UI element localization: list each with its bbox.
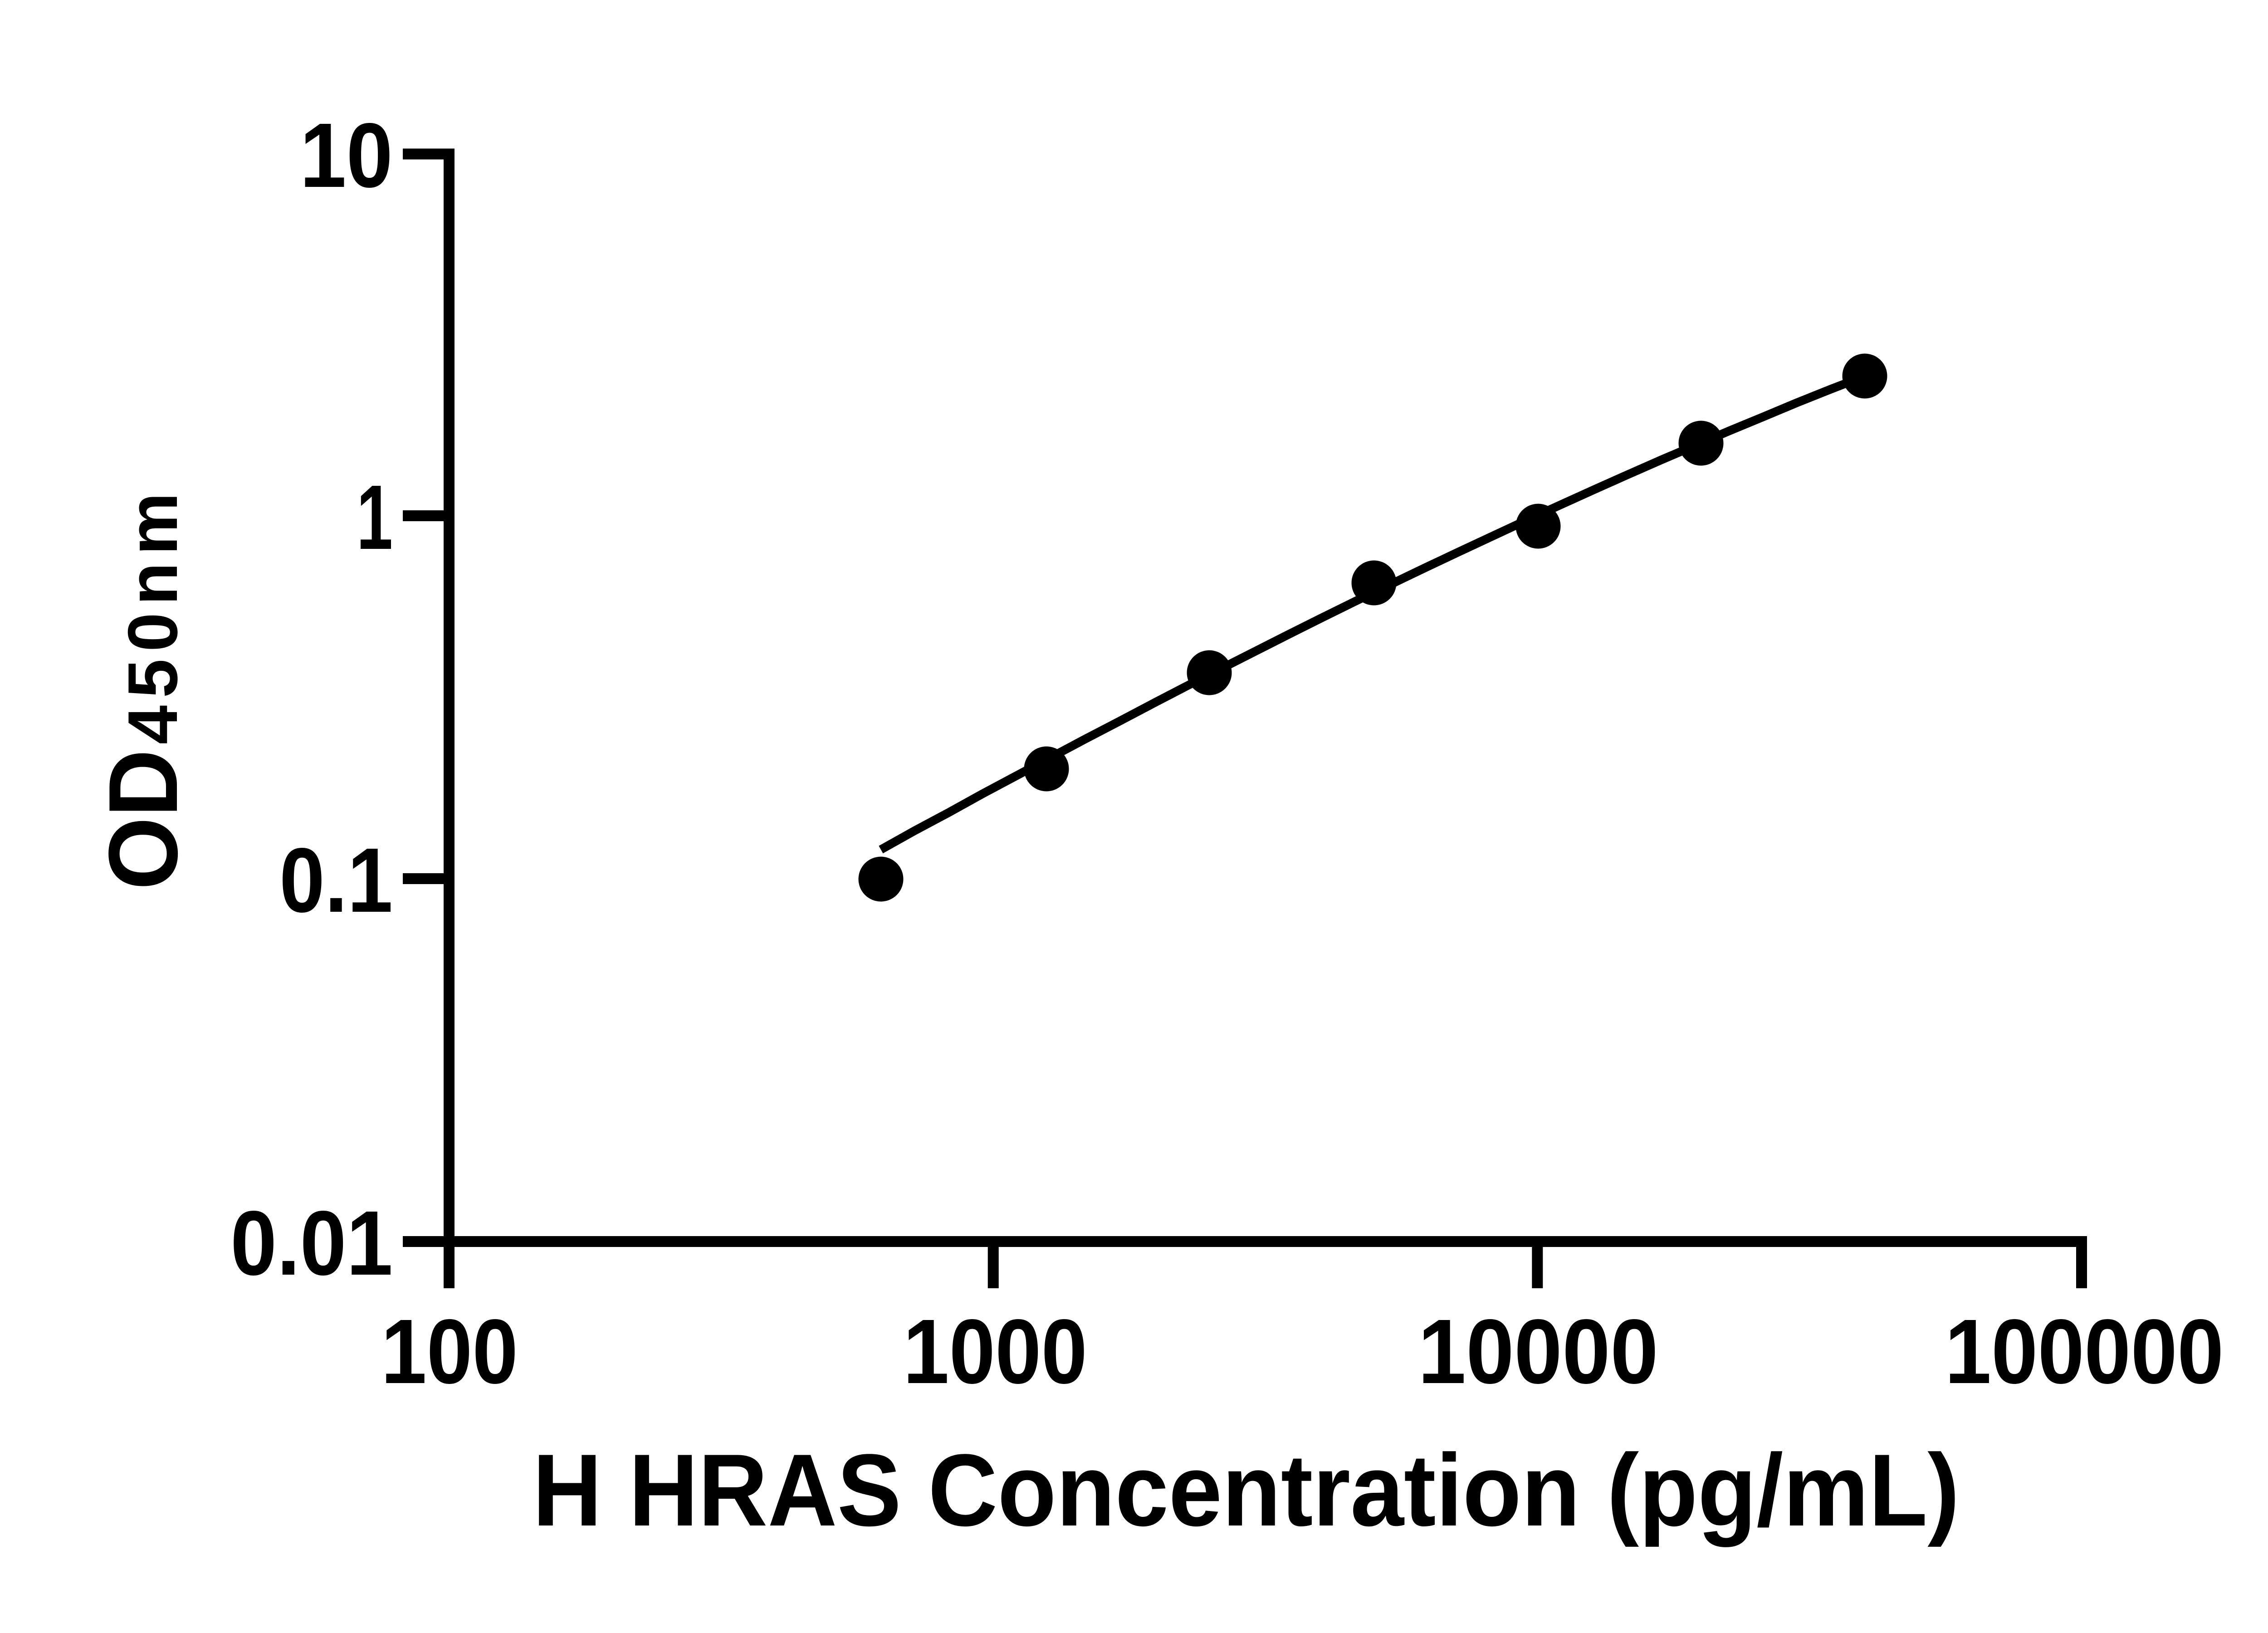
svg-text:0.01: 0.01 — [230, 1192, 393, 1294]
svg-text:1: 1 — [357, 466, 393, 568]
svg-text:10: 10 — [300, 104, 393, 206]
svg-text:100000: 100000 — [1945, 1300, 2224, 1403]
svg-text:1000: 1000 — [903, 1300, 1087, 1403]
svg-text:0.1: 0.1 — [279, 829, 393, 931]
svg-text:100: 100 — [381, 1300, 518, 1403]
svg-text:10000: 10000 — [1418, 1300, 1658, 1403]
svg-text:H HRAS Concentration (pg/mL): H HRAS Concentration (pg/mL) — [533, 1433, 1960, 1547]
svg-text:OD: OD — [88, 749, 198, 890]
svg-text:450nm: 450nm — [113, 485, 192, 744]
